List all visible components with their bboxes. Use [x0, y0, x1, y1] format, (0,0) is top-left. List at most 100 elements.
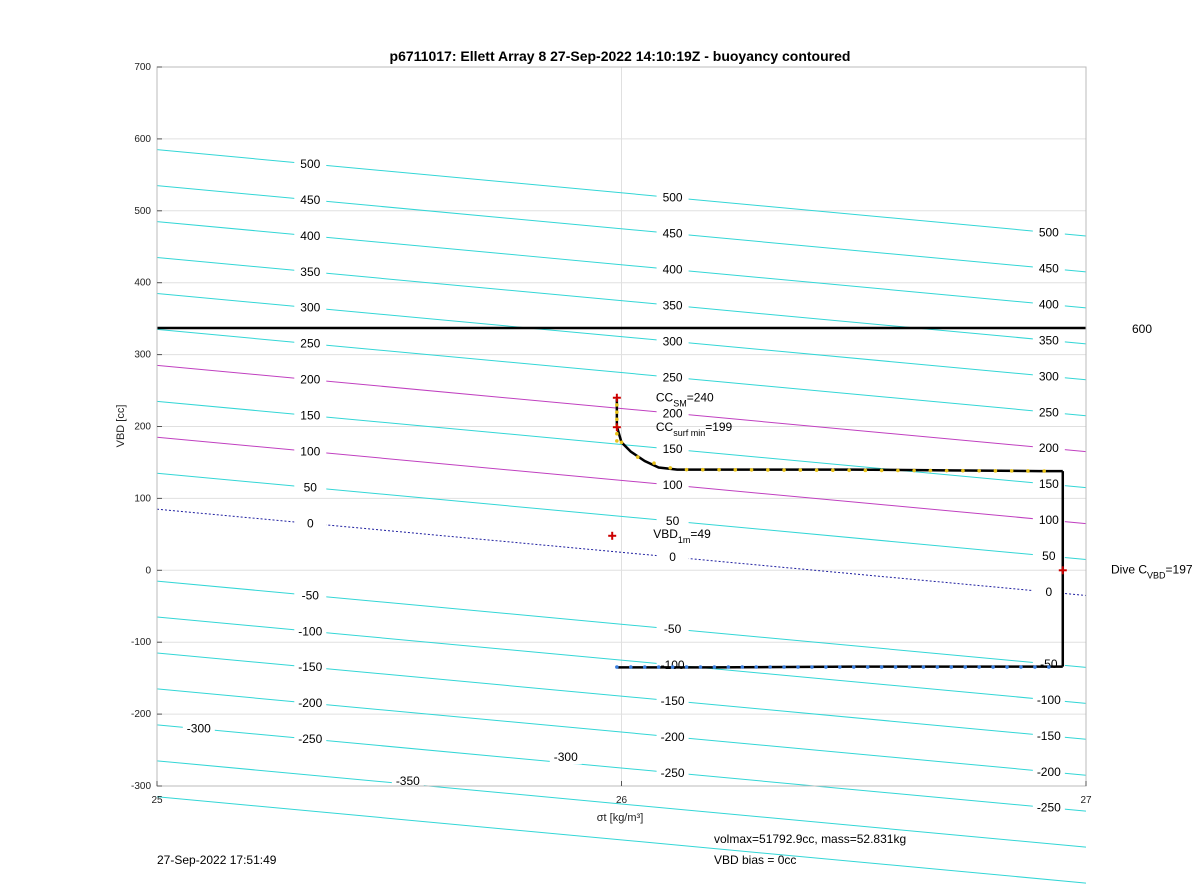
contour-label: -150	[661, 694, 685, 708]
contour-label-bg	[294, 732, 327, 747]
contour-label: 350	[1039, 333, 1059, 347]
y-tick-label: 200	[134, 422, 151, 433]
contour-label-bg	[294, 624, 327, 639]
dive-sample-dot	[928, 468, 933, 473]
contour-label: 450	[300, 193, 320, 207]
contour-line	[156, 760, 1087, 848]
contour-label-bg	[1032, 585, 1065, 600]
climb-sample-dot	[963, 665, 968, 669]
contour-label-bg	[1032, 513, 1065, 528]
contour-label: 200	[663, 406, 683, 420]
volume-mass-note: volmax=51792.9cc, mass=52.831kg	[714, 832, 906, 846]
contour-label-bg	[1032, 800, 1065, 815]
dive-sample-dot	[847, 468, 851, 473]
dive-sample-dot	[782, 468, 786, 472]
contour-label: 400	[300, 229, 320, 243]
contour-label-bg	[656, 406, 689, 421]
contour-label-bg	[656, 334, 689, 349]
contour-label-bg	[1032, 728, 1065, 743]
contour-label-bg	[391, 773, 424, 788]
dive-sample-dot	[652, 461, 656, 465]
climb-sample-dot	[642, 665, 647, 669]
chart-title: p6711017: Ellett Array 8 27-Sep-2022 14:…	[390, 48, 851, 64]
contour-label-bg	[656, 298, 689, 313]
contour-label-bg	[294, 480, 327, 495]
contour-label: 100	[1039, 513, 1059, 527]
contour-label: -300	[554, 750, 578, 764]
contour-label: 100	[300, 445, 320, 459]
dive-sample-dot	[615, 439, 619, 443]
climb-sample-dot	[768, 665, 772, 669]
contour-label-bg	[656, 765, 689, 780]
climb-sample-dot	[991, 665, 995, 669]
y-tick-label: 300	[134, 350, 151, 361]
dive-sample-dot	[717, 467, 721, 472]
contour-label: 200	[1039, 441, 1059, 455]
contour-label: 400	[1039, 297, 1059, 311]
contour-label-bg	[1032, 549, 1065, 564]
climb-sample-dot	[740, 665, 745, 669]
climb-sample-dot	[796, 665, 800, 669]
climb-sample-dot	[628, 665, 633, 669]
contour-label: -150	[1037, 729, 1061, 743]
contour-label: 300	[663, 334, 683, 348]
contour-label: -200	[661, 730, 685, 744]
contour-line	[156, 796, 1087, 884]
contour-label: -150	[298, 660, 322, 674]
contour-label: -200	[1037, 765, 1061, 779]
contour-label-bg	[294, 408, 327, 423]
contour-label-bg	[656, 478, 689, 493]
contour-label: 500	[300, 157, 320, 171]
climb-sample-dot	[824, 665, 828, 669]
y-tick-label: -100	[131, 637, 151, 648]
marker-label: CCsurf min=199	[656, 420, 733, 438]
dive-sample-dot	[733, 468, 738, 472]
climb-sample-dot	[921, 665, 926, 669]
dive-sample-dot	[1042, 469, 1046, 473]
contour-label: -50	[302, 588, 320, 602]
contour-label-bg	[294, 516, 327, 531]
contour-label: -250	[1037, 801, 1061, 815]
climb-sample-dot	[712, 665, 717, 669]
contour-label-bg	[656, 190, 689, 205]
contour-label-bg	[294, 228, 327, 243]
x-tick-label: 27	[1080, 795, 1092, 806]
climb-sample-dot	[1047, 665, 1051, 669]
contour-label: 250	[300, 337, 320, 351]
contour-label-bg	[656, 550, 689, 565]
contour-label-bg	[294, 156, 327, 171]
contour-label-bg	[294, 444, 327, 459]
climb-sample-dot	[684, 665, 689, 669]
dive-sample-dot	[814, 468, 819, 472]
climb-sample-dot	[851, 665, 856, 669]
climb-sample-dot	[615, 665, 619, 669]
contour-label: 300	[1039, 369, 1059, 383]
contour-label-bg	[294, 192, 327, 207]
climb-sample-dot	[907, 665, 912, 669]
contour-label: 50	[1042, 549, 1056, 563]
contour-label: -200	[298, 696, 322, 710]
contour-label-bg	[294, 696, 327, 711]
contour-label: 0	[1045, 585, 1052, 599]
contour-label: 200	[300, 373, 320, 387]
climb-sample-dot	[879, 665, 884, 669]
contour-label: 450	[663, 227, 683, 241]
contour-label-bg	[1032, 333, 1065, 348]
annotation-markers: CCSM=240 CCsurf min=199 VBD1m=49 Dive CVBD=…	[608, 391, 1193, 580]
dive-sample-dot	[863, 468, 868, 473]
contour-label-bg	[1032, 692, 1065, 707]
y-tick-label: 0	[145, 565, 151, 576]
dive-sample-dot	[615, 403, 619, 407]
contour-label: 150	[300, 409, 320, 423]
buoyancy-contours: 500450400350300250200150100500-50-100-15…	[156, 149, 1152, 884]
y-tick-label: 700	[134, 62, 151, 73]
dive-sample-dot	[896, 468, 900, 473]
contour-label-bg	[656, 514, 689, 529]
dive-sample-dot	[766, 468, 770, 472]
timestamp: 27-Sep-2022 17:51:49	[157, 853, 277, 867]
contour-label: -250	[661, 766, 685, 780]
y-tick-label: -200	[131, 709, 151, 720]
contour-line	[156, 508, 1087, 596]
climb-sample-dot	[726, 665, 731, 669]
